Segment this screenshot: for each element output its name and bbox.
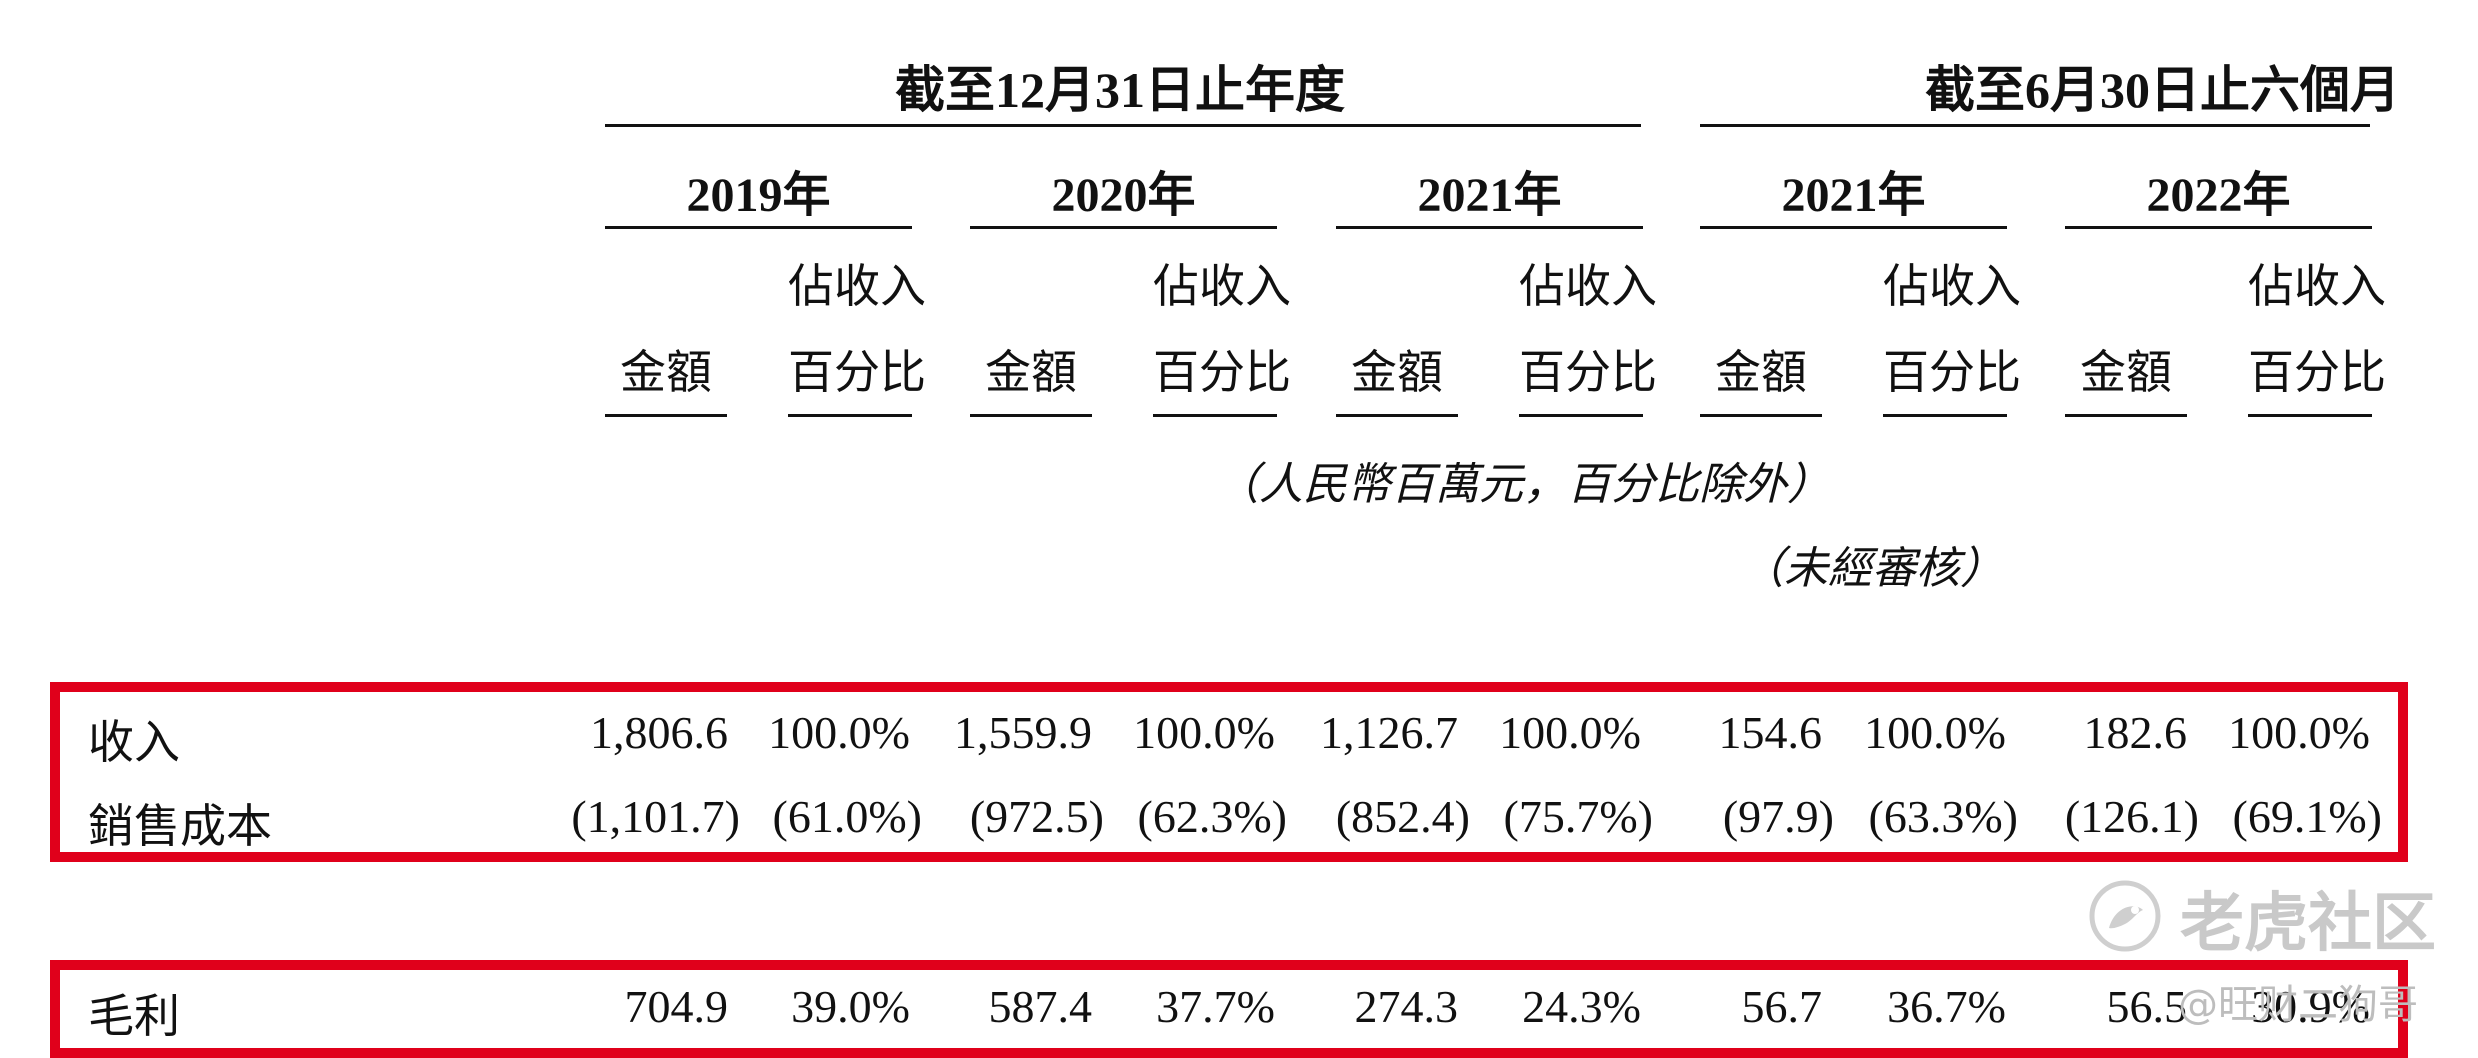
table-cell: (972.5): [969, 791, 1104, 842]
table-cell: 56.7: [1741, 981, 1823, 1032]
rule-col-pct-2021: [1519, 414, 1643, 417]
watermark-handle: @旺财二狗哥: [2178, 982, 2418, 1028]
rule-col-amount-2020: [970, 414, 1092, 417]
rule-col-pct-2020: [1153, 414, 1277, 417]
table-cell: (75.7%): [1503, 791, 1653, 842]
table-cell: 100.0%: [2228, 707, 2370, 758]
highlight-box-gross-profit: [50, 960, 2408, 1058]
col-header-amount-2021-half: 金額: [1715, 347, 1807, 398]
table-cell: (62.3%): [1137, 791, 1287, 842]
rule-six-months: [1700, 124, 2370, 127]
col-header-amount-2021: 金額: [1351, 347, 1443, 398]
rule-col-amount-2019: [605, 414, 727, 417]
rule-year-2022-half: [2065, 226, 2372, 229]
table-cell: 587.4: [988, 981, 1093, 1032]
year-header-2021: 2021年: [1417, 169, 1562, 222]
year-header-2019: 2019年: [686, 169, 831, 222]
table-cell: 100.0%: [1499, 707, 1641, 758]
table-cell: 154.6: [1718, 707, 1823, 758]
row-label-gross-profit: 毛利: [88, 991, 180, 1042]
table-cell: (61.0%): [772, 791, 922, 842]
table-cell: 1,559.9: [954, 707, 1092, 758]
tiger-logo-icon: [2085, 876, 2165, 956]
group-header-fiscal-year: 截至12月31日止年度: [895, 62, 1345, 118]
year-header-2022-half: 2022年: [2146, 169, 2291, 222]
rule-col-pct-2019: [788, 414, 912, 417]
table-cell: (69.1%): [2232, 791, 2382, 842]
col-header-amount-2019: 金額: [620, 347, 712, 398]
rule-col-amount-2022-half: [2065, 414, 2187, 417]
col-header-amount-2020: 金額: [985, 347, 1077, 398]
group-header-six-months: 截至6月30日止六個月: [1925, 62, 2400, 118]
rule-fiscal-year: [605, 124, 1641, 127]
col-header-pct-2021: 佔收入 百分比: [1519, 261, 1657, 398]
year-header-2021-half: 2021年: [1781, 169, 1926, 222]
row-label-cost-of-sales: 銷售成本: [88, 801, 272, 852]
rule-year-2021-half: [1700, 226, 2007, 229]
table-cell: 704.9: [624, 981, 729, 1032]
rule-col-amount-2021-half: [1700, 414, 1822, 417]
highlight-box-revenue-cost: [50, 682, 2408, 862]
table-cell: 39.0%: [791, 981, 910, 1032]
table-cell: 100.0%: [768, 707, 910, 758]
row-label-revenue: 收入: [88, 717, 180, 768]
col-header-pct-2021-half: 佔收入 百分比: [1883, 261, 2021, 398]
watermark-brand: 老虎社区: [2180, 887, 2436, 961]
table-cell: 1,126.7: [1320, 707, 1458, 758]
table-cell: 24.3%: [1522, 981, 1641, 1032]
table-cell: (1,101.7): [571, 791, 740, 842]
table-cell: 182.6: [2083, 707, 2188, 758]
rule-col-amount-2021: [1336, 414, 1458, 417]
table-cell: 274.3: [1354, 981, 1459, 1032]
rule-year-2019: [605, 226, 912, 229]
col-header-amount-2022-half: 金額: [2080, 347, 2172, 398]
table-cell: 100.0%: [1133, 707, 1275, 758]
table-cell: (97.9): [1722, 791, 1834, 842]
rule-year-2021: [1336, 226, 1643, 229]
table-cell: (63.3%): [1868, 791, 2018, 842]
table-cell: (852.4): [1335, 791, 1470, 842]
table-cell: (126.1): [2064, 791, 2199, 842]
col-header-pct-2020: 佔收入 百分比: [1153, 261, 1291, 398]
year-header-2020: 2020年: [1051, 169, 1196, 222]
table-cell: 100.0%: [1864, 707, 2006, 758]
table-cell: 1,806.6: [590, 707, 728, 758]
rule-year-2020: [970, 226, 1277, 229]
table-cell: 56.5: [2106, 981, 2188, 1032]
unaudited-note: （未經審核）: [1740, 544, 2004, 593]
table-cell: 36.7%: [1887, 981, 2006, 1032]
rule-col-pct-2021-half: [1883, 414, 2007, 417]
table-cell: 30.9%: [2251, 981, 2370, 1032]
unit-note: （人民幣百萬元，百分比除外）: [1215, 460, 1831, 509]
table-cell: 37.7%: [1156, 981, 1275, 1032]
col-header-pct-2019: 佔收入 百分比: [788, 261, 926, 398]
col-header-pct-2022-half: 佔收入 百分比: [2248, 261, 2386, 398]
rule-col-pct-2022-half: [2248, 414, 2372, 417]
